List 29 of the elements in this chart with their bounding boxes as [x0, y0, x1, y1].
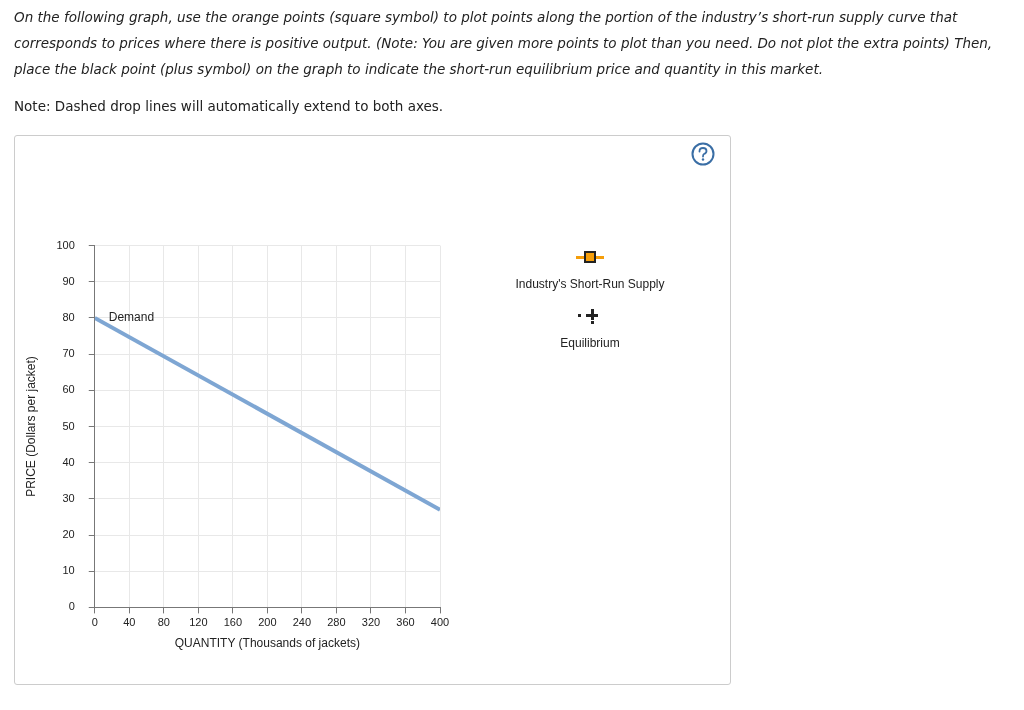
y-tick-label: 60	[62, 383, 75, 396]
legend-label: Industry's Short-Run Supply	[514, 277, 666, 291]
y-tick-label: 50	[62, 419, 75, 432]
y-tick-label: 30	[62, 491, 75, 504]
y-axis-title: PRICE (Dollars per jacket)	[23, 356, 38, 497]
x-tick-label: 120	[189, 616, 208, 629]
x-tick-label: 0	[91, 616, 98, 629]
y-tick-label: 80	[62, 310, 75, 323]
x-tick-label: 280	[327, 616, 346, 629]
y-tick-label: 10	[62, 564, 75, 577]
x-tick-label: 160	[223, 616, 243, 629]
y-tick-label: 90	[62, 274, 75, 287]
y-tick-label: 100	[56, 238, 75, 251]
x-tick-label: 40	[123, 616, 136, 629]
x-tick-label: 360	[396, 616, 415, 629]
x-tick-label: 200	[258, 616, 277, 629]
x-tick-label: 320	[361, 616, 381, 629]
x-tick-label: 400	[430, 616, 450, 629]
series-label: Demand	[108, 310, 155, 325]
legend-label: Equilibrium	[559, 336, 621, 350]
y-tick-label: 20	[62, 528, 75, 541]
x-tick-label: 80	[157, 616, 170, 629]
text: Note: Dashed drop lines will automatically extend to both axes.	[14, 98, 444, 114]
text: On the following graph, use the orange points (square symbol) to plot points along the portion of the industry’s short-run supply curve that corresponds to prices where there is positive output. (Note: You are given more points to plot than you need. Do not plot the extra points) Then, place the black point (plus symbol) on the graph to indicate the short-run equilibrium price and quantity in this market.	[14, 8, 994, 79]
x-tick-label: 240	[292, 616, 312, 629]
y-tick-label: 0	[68, 600, 75, 613]
x-axis-title: QUANTITY (Thousands of jackets)	[174, 636, 360, 651]
y-tick-label: 40	[62, 455, 75, 468]
y-tick-label: 70	[62, 347, 75, 360]
